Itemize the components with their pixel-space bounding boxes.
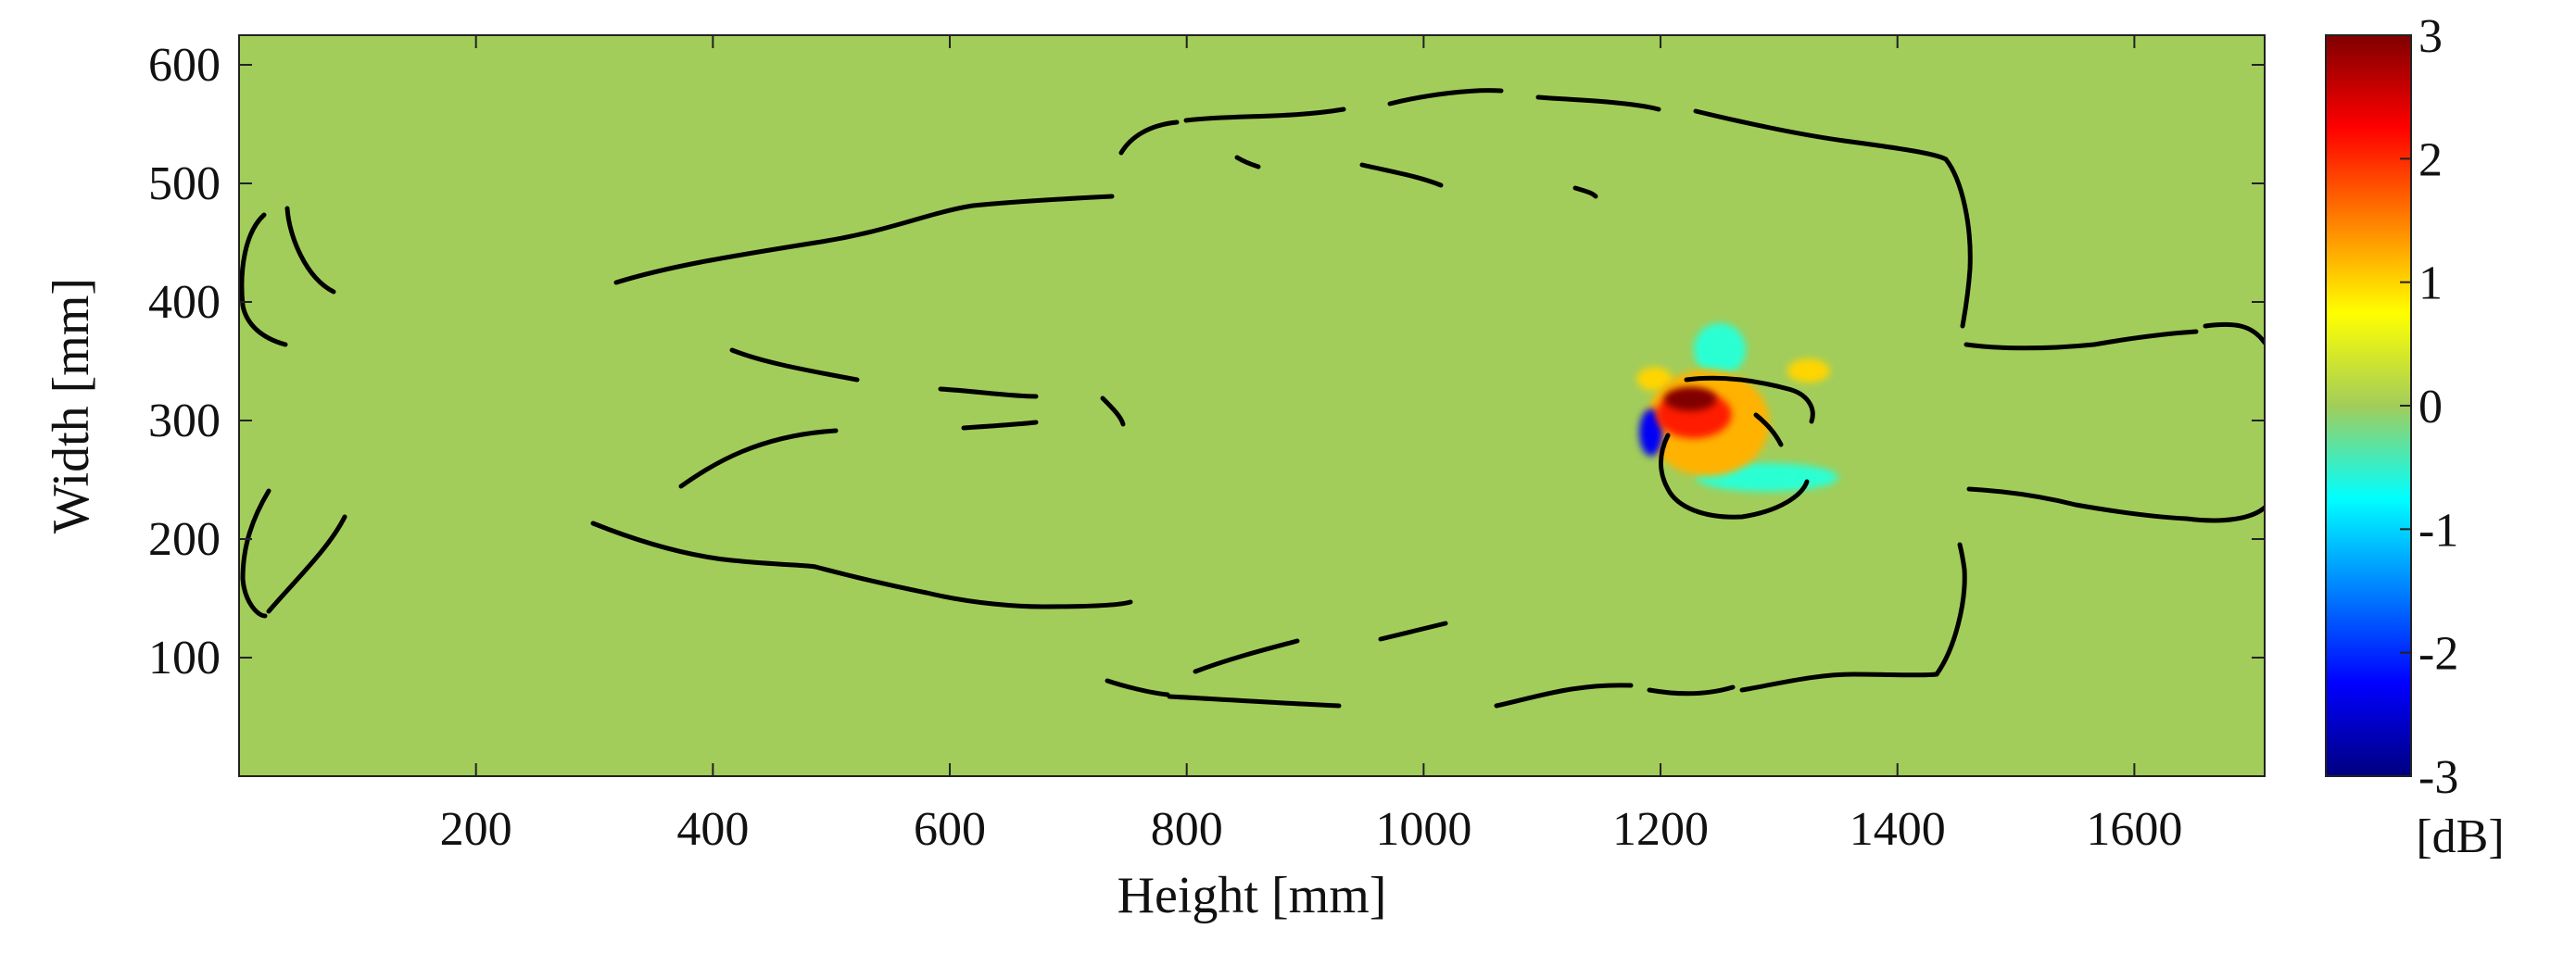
x-tick-label: 200	[440, 803, 512, 856]
contour-segment	[1964, 329, 2199, 351]
y-tick-label: 400	[148, 276, 221, 329]
contour-segment	[729, 347, 860, 383]
contour-segment	[1118, 119, 1180, 156]
plot-area	[239, 35, 2265, 776]
x-tick-label: 1200	[1612, 803, 1709, 856]
axes: 200 400 600 800 1000 1200 1400 1600 100 200 300 400…	[148, 35, 2265, 856]
hotspot-blob	[1787, 358, 1830, 383]
contour-segment	[284, 206, 336, 295]
colorbar-tick-label: 3	[2418, 10, 2443, 63]
contour-segment	[1943, 157, 1973, 329]
colorbar-unit-label: [dB]	[2416, 810, 2504, 863]
contour-segment	[1183, 107, 1346, 123]
x-tick-label: 800	[1151, 803, 1223, 856]
contour-segment	[678, 428, 839, 489]
hotspot-blob	[1636, 367, 1673, 392]
contour-segment	[590, 521, 818, 570]
hotspot-heatmap	[1636, 323, 1838, 492]
contour-segment	[1753, 412, 1784, 447]
hotspot-blob	[1693, 323, 1747, 376]
x-tick-label: 1400	[1850, 803, 1946, 856]
contour-segment	[266, 514, 347, 614]
hotspot-blob	[1639, 408, 1663, 457]
contour-segment	[938, 386, 1039, 399]
contour-segment	[1234, 155, 1261, 169]
contour-segment	[1966, 486, 2265, 523]
contour-segment	[1378, 621, 1448, 642]
contour-segment	[1359, 162, 1444, 188]
y-axis-label: Width [mm]	[43, 278, 100, 533]
contour-segment	[2203, 321, 2265, 345]
contour-segment	[1693, 108, 1949, 162]
contour-segment	[1535, 94, 1661, 112]
colorbar-tick-label: 0	[2418, 381, 2443, 433]
contour-segment	[1659, 433, 1810, 520]
body-outline-contours	[239, 88, 2265, 709]
y-tick-label: 200	[148, 513, 221, 566]
hotspot-blob	[1663, 387, 1717, 411]
colorbar-tick-label: -1	[2418, 504, 2458, 557]
contour-segment	[1193, 638, 1300, 674]
contour-segment	[1647, 684, 1736, 697]
contour-segment	[239, 212, 288, 347]
contour-segment	[1684, 375, 1815, 424]
contour-segment	[1100, 395, 1126, 427]
colorbar-tick-label: 2	[2418, 133, 2443, 186]
colorbar-tick-label: 1	[2418, 257, 2443, 310]
colorbar-tick-label: -3	[2418, 751, 2458, 804]
contour-segment	[813, 564, 1133, 609]
contour-segment	[613, 194, 1115, 285]
x-tick-label: 400	[676, 803, 749, 856]
plot-frame	[238, 34, 2266, 777]
y-tick-label: 300	[148, 395, 221, 447]
contour-segment	[961, 420, 1039, 431]
x-tick-label: 1600	[2086, 803, 2182, 856]
contour-segment	[1572, 185, 1598, 199]
colorbar-ticks: 3 2 1 0 -1 -2 -3	[2400, 10, 2458, 804]
contour-segment	[1167, 694, 1342, 709]
y-tick-label: 500	[148, 157, 221, 210]
colorbar	[2325, 34, 2412, 777]
y-tick-label: 100	[148, 632, 221, 684]
x-axis-label: Height [mm]	[1118, 867, 1387, 924]
contour-segment	[1494, 683, 1634, 709]
contour-segment	[1934, 542, 1967, 677]
x-tick-label: 1000	[1375, 803, 1471, 856]
contour-segment	[1105, 678, 1170, 697]
x-tick-label: 600	[914, 803, 986, 856]
y-tick-label: 600	[148, 39, 221, 92]
contour-segment	[240, 488, 271, 619]
contour-segment	[1739, 672, 1939, 693]
colorbar-tick-label: -2	[2418, 628, 2458, 681]
contour-segment	[1387, 88, 1504, 107]
